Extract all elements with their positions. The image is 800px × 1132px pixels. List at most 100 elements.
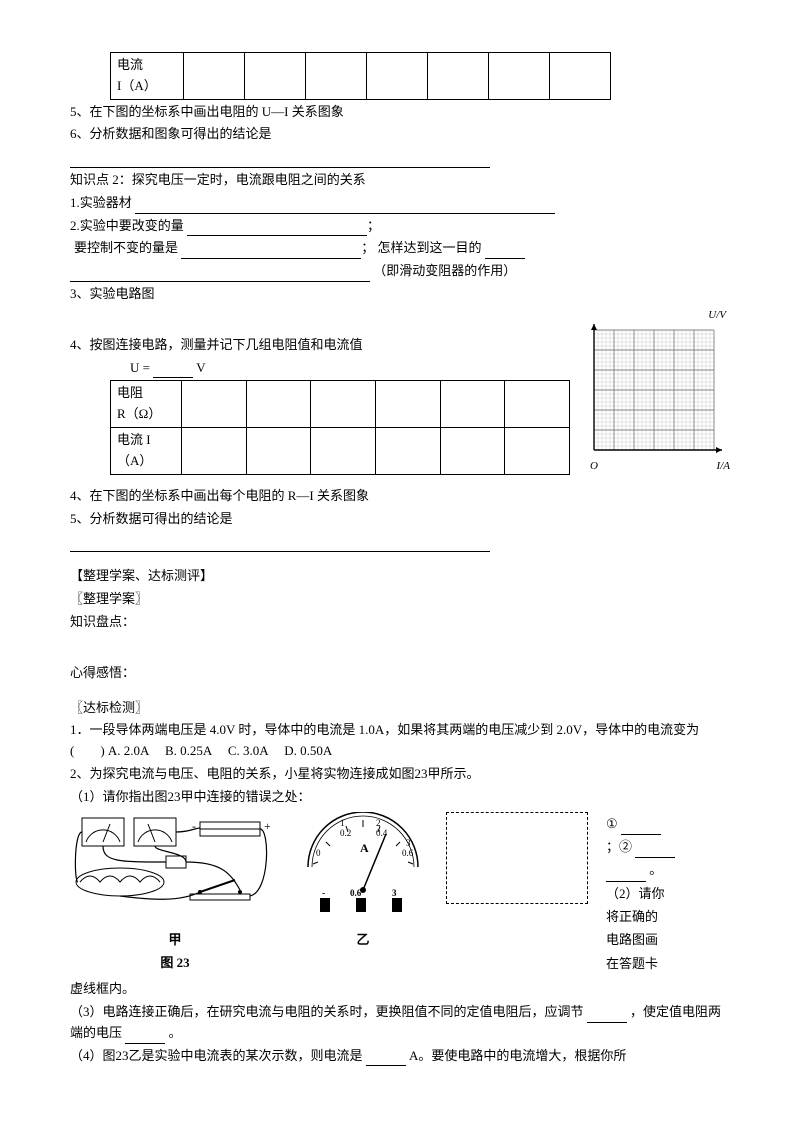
i-cell: [246, 427, 311, 474]
answer-blank[interactable]: [125, 1029, 165, 1044]
test2-stem: 2、为探究电流与电压、电阻的关系，小星将实物连接成如图23甲所示。: [70, 764, 730, 785]
subsection-1: 〖整理学案〗: [70, 589, 730, 610]
r-cell: [246, 381, 311, 428]
p2d: 在答题卡: [606, 956, 658, 971]
dashed-answer-box[interactable]: [446, 812, 588, 904]
p2c: 电路图画: [606, 932, 658, 947]
svg-text:-: -: [192, 819, 196, 833]
question-6: 6、分析数据和图象可得出的结论是: [70, 124, 730, 145]
table1-cell: [489, 53, 550, 100]
x-axis-label: I/A: [717, 458, 730, 476]
knowledge-points: 知识盘点：: [70, 612, 730, 633]
r-sublabel: R（Ω）: [117, 406, 161, 421]
r-label: 电阻: [117, 385, 143, 400]
test1-d[interactable]: D. 0.50A: [284, 743, 332, 758]
answer-blank[interactable]: [485, 244, 525, 259]
answer-blank[interactable]: [70, 267, 370, 282]
kp2-item2b: 要控制不变的量是: [74, 240, 178, 255]
i-cell: [182, 427, 247, 474]
answer-blank[interactable]: [70, 537, 490, 552]
svg-text:A: A: [360, 841, 369, 855]
right-text-column: ① ；② 。 （2）请你 将正确的 电路图画 在答题卡: [606, 812, 686, 976]
subsection-2: 〖达标检测〗: [70, 698, 730, 719]
insights: 心得感悟：: [70, 663, 730, 684]
ans-period: 。: [649, 862, 662, 877]
svg-text:0.6: 0.6: [350, 888, 362, 898]
svg-text:+: +: [264, 819, 271, 833]
row-sublabel: I（A）: [117, 78, 157, 93]
figure-23-jia: - + 甲 图 23: [70, 812, 280, 974]
test2-p1: （1）请你指出图23甲中连接的错误之处：: [70, 787, 730, 808]
figure-23-yi: 0 0.2 1 0.4 2 0.6 3 A - 0.6 3 乙: [298, 812, 428, 952]
svg-text:-: -: [322, 888, 325, 899]
table1-cell: [306, 53, 367, 100]
table1-cell: [550, 53, 611, 100]
i-cell: [376, 427, 441, 474]
svg-text:1: 1: [340, 818, 345, 828]
svg-text:0: 0: [316, 848, 321, 858]
resistance-table: 电阻 R（Ω） 电流 I（A）: [110, 380, 570, 474]
u-equals: U =: [130, 360, 150, 375]
y-axis-label: U/V: [580, 307, 730, 325]
fig-jia-label: 甲: [70, 930, 280, 951]
question-5b: 5、分析数据可得出的结论是: [70, 509, 730, 530]
test1-a[interactable]: A. 2.0A: [108, 743, 149, 758]
r-cell: [376, 381, 441, 428]
question-5: 5、在下图的坐标系中画出电阻的 U—I 关系图象: [70, 102, 730, 123]
question-4b: 4、在下图的坐标系中画出每个电阻的 R—I 关系图象: [70, 486, 730, 507]
answer-blank[interactable]: [635, 843, 675, 858]
circuit-jia-icon: - +: [70, 812, 280, 922]
answer-blank[interactable]: [187, 221, 367, 236]
kp2-item3: 3、实验电路图: [70, 284, 730, 305]
p2e: 虚线框内。: [70, 979, 730, 1000]
kp2-item1: 1.实验器材: [70, 195, 132, 210]
r-cell: [182, 381, 247, 428]
test1-c[interactable]: C. 3.0A: [228, 743, 268, 758]
test1-b[interactable]: B. 0.25A: [165, 743, 212, 758]
fig-yi-label: 乙: [298, 930, 428, 951]
test2-p3c: 。: [169, 1025, 182, 1040]
svg-text:3: 3: [406, 838, 411, 848]
ans-1-marker: ①: [606, 816, 618, 831]
svg-text:3: 3: [392, 888, 397, 898]
kp2-item2a: 2.实验中要改变的量: [70, 218, 184, 233]
u-unit: V: [196, 360, 205, 375]
i-cell: [505, 427, 570, 474]
answer-blank[interactable]: [135, 199, 555, 214]
answer-blank[interactable]: [70, 153, 490, 168]
svg-text:0.2: 0.2: [340, 828, 351, 838]
fig-main-label: 图 23: [70, 953, 280, 974]
i-label: 电流 I（A）: [111, 427, 182, 474]
row-label-cell: 电流 I（A）: [111, 53, 184, 100]
answer-blank[interactable]: [181, 244, 361, 259]
test2-p4b: A。要使电路中的电流增大，根据你所: [409, 1048, 626, 1063]
svg-text:2: 2: [376, 818, 381, 828]
origin-label: O: [580, 458, 598, 476]
grid-svg: [580, 324, 730, 458]
answer-blank[interactable]: [621, 820, 661, 835]
kp2-title: 知识点 2：探究电压一定时，电流跟电阻之间的关系: [70, 170, 730, 191]
p2b: 将正确的: [606, 909, 658, 924]
r-cell: [440, 381, 505, 428]
r-label-cell: 电阻 R（Ω）: [111, 381, 182, 428]
figure-23-row: - + 甲 图 23: [70, 812, 730, 976]
kp2-item2c: 怎样达到这一目的: [378, 240, 482, 255]
uv-ia-graph: U/V O I/A: [580, 307, 730, 476]
test2-p4a: （4）图23乙是实验中电流表的某次示数，则电流是: [70, 1048, 363, 1063]
answer-blank[interactable]: [153, 363, 193, 378]
svg-text:0.4: 0.4: [376, 828, 388, 838]
table1-cell: [367, 53, 428, 100]
answer-blank[interactable]: [606, 867, 646, 882]
answer-blank[interactable]: [587, 1008, 627, 1023]
r-cell: [505, 381, 570, 428]
p2a: （2）请你: [606, 886, 665, 901]
i-cell: [440, 427, 505, 474]
ans-2-marker: ；②: [606, 839, 632, 854]
kp2-item2d: （即滑动变阻器的作用）: [373, 263, 516, 278]
r-cell: [311, 381, 376, 428]
row-label: 电流: [117, 57, 143, 72]
table1-cell: [428, 53, 489, 100]
i-cell: [311, 427, 376, 474]
test2-p3a: （3）电路连接正确后，在研究电流与电阻的关系时，更换阻值不同的定值电阻后，应调节: [70, 1004, 584, 1019]
answer-blank[interactable]: [366, 1051, 406, 1066]
